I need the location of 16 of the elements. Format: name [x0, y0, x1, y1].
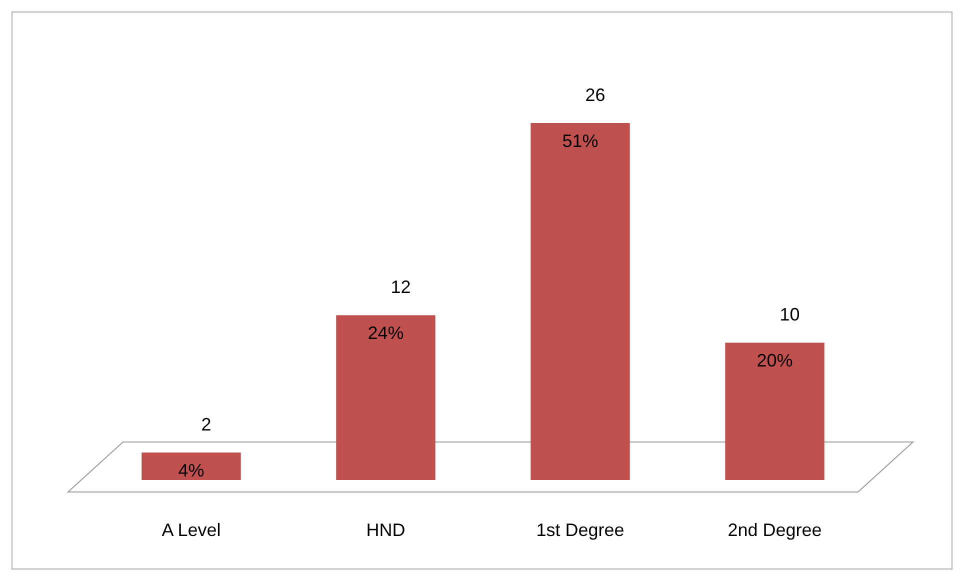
annotation: 24% — [368, 323, 404, 344]
bar — [336, 315, 436, 480]
data-label: 2 — [201, 414, 212, 435]
x-tick-label: HND — [366, 520, 406, 540]
bar — [725, 342, 824, 480]
x-tick-label: 1st Degree — [536, 520, 624, 540]
annotation: 20% — [756, 350, 793, 371]
data-label: 12 — [390, 277, 411, 298]
annotation: 51% — [562, 131, 598, 151]
annotation: 4% — [178, 460, 204, 481]
bar — [142, 452, 241, 480]
data-label: 26 — [585, 85, 606, 105]
x-tick-label: 2nd Degree — [728, 520, 822, 540]
x-tick-label: A Level — [162, 520, 221, 540]
data-label: 10 — [780, 304, 800, 325]
bar — [530, 123, 630, 480]
